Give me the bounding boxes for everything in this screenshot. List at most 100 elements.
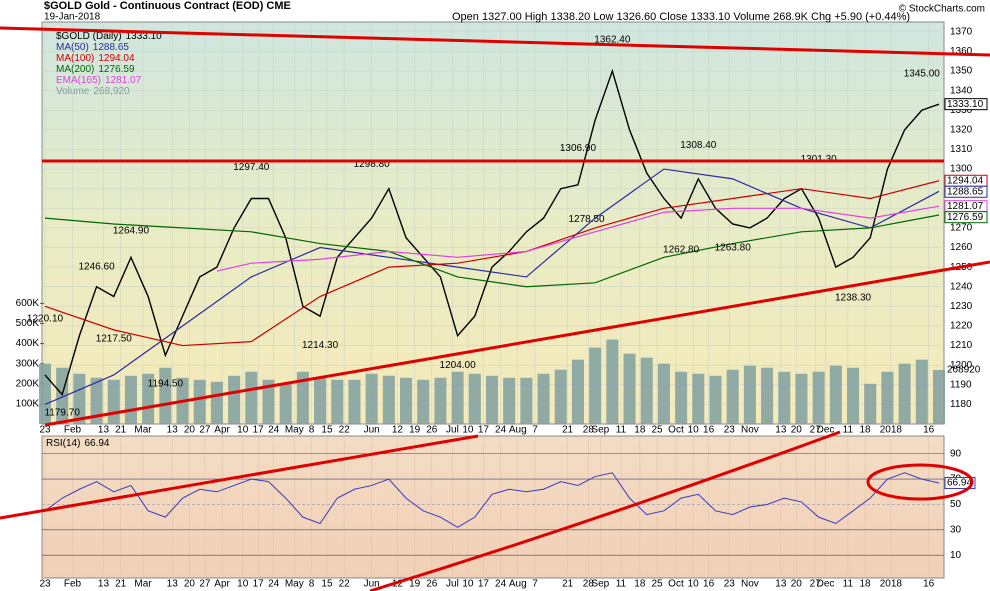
rsi-name: RSI(14)	[46, 438, 80, 449]
volume-bar	[382, 375, 395, 424]
volume-bar	[829, 365, 842, 424]
x-tick-label: 11	[616, 425, 627, 436]
x-tick-label: 11	[843, 425, 854, 436]
volume-bar	[124, 375, 137, 424]
volume-bar	[743, 365, 756, 424]
volume-bar	[589, 347, 602, 424]
x-tick-label: 21	[115, 425, 127, 436]
volume-bar	[400, 377, 413, 424]
x-tick-label: 27	[810, 425, 822, 436]
highlight-ellipse	[866, 463, 974, 501]
x-tick-label: Mar	[134, 425, 152, 436]
x-tick-label: Sep	[591, 579, 609, 590]
x-tick-label: 22	[339, 425, 351, 436]
x-tick-label: 23	[39, 425, 51, 436]
x-tick-label: 13	[775, 425, 787, 436]
volume-tick-label: 500K	[16, 318, 40, 329]
last-value-label: 1281.07	[947, 201, 984, 212]
y-tick-label: 1350	[950, 66, 973, 77]
rsi-tick-label: 10	[950, 550, 962, 561]
volume-bar	[881, 371, 894, 424]
x-tick-label: 27	[199, 425, 211, 436]
volume-tick-label: 100K	[16, 399, 40, 410]
legend-value: 1276.59	[98, 64, 135, 75]
x-tick-label: 24	[495, 579, 507, 590]
volume-bar	[812, 371, 825, 424]
rsi-panel	[41, 435, 945, 579]
y-tick-label: 1180	[950, 399, 972, 410]
last-value-box	[944, 98, 988, 111]
x-tick-label: 23	[39, 579, 51, 590]
volume-bar	[56, 367, 69, 424]
volume-bar	[365, 373, 378, 424]
trendline	[369, 430, 841, 591]
rsi-last-label: 66.94	[947, 478, 972, 489]
price-annotation: 1278.50	[568, 214, 605, 225]
legend-value: 1294.04	[98, 53, 135, 64]
y-tick-label: 1260	[950, 242, 973, 253]
x-tick-label: 26	[426, 579, 438, 590]
y-tick-label: 1230	[950, 301, 973, 312]
x-tick-label: 10	[688, 425, 700, 436]
x-tick-label: 17	[478, 425, 490, 436]
y-tick-label: 1340	[950, 85, 973, 96]
volume-bar	[520, 377, 533, 424]
x-tick-label: 17	[253, 425, 265, 436]
x-tick-label: 24	[268, 425, 280, 436]
legend-value: 1281.07	[105, 75, 142, 86]
last-value-label: 1333.10	[947, 99, 984, 110]
x-tick-label: 25	[651, 425, 663, 436]
volume-tick-label: 600K	[16, 298, 40, 309]
price-annotation: 1246.60	[78, 261, 115, 272]
x-tick-label: 15	[321, 579, 333, 590]
last-value-box	[944, 476, 976, 489]
y-tick-label: 1330	[950, 105, 973, 116]
volume-bar	[761, 367, 774, 424]
x-tick-label: Dec	[817, 425, 835, 436]
rsi-value: 66.94	[84, 438, 109, 449]
x-tick-label: 17	[478, 579, 490, 590]
x-tick-label: 8	[309, 579, 315, 590]
x-tick-label: 8	[309, 425, 315, 436]
x-tick-label: Aug	[509, 579, 527, 590]
price-annotation: 1262.80	[663, 245, 700, 256]
x-tick-label: 2018	[880, 425, 903, 436]
x-tick-label: Jun	[364, 579, 380, 590]
x-tick-label: Apr	[214, 579, 230, 590]
legend-name: EMA(165)	[56, 75, 101, 86]
x-tick-label: 16	[703, 579, 715, 590]
legend-entry: EMA(165) 1281.07	[56, 75, 142, 86]
volume-bar	[210, 381, 223, 424]
volume-bar	[193, 379, 206, 424]
x-tick-label: 18	[860, 579, 872, 590]
quote: Open 1327.00 High 1338.20 Low 1326.60 Cl…	[452, 11, 910, 23]
price-annotation: 1217.50	[96, 333, 133, 344]
volume-bar	[417, 379, 430, 424]
legend-name: $GOLD (Daily)	[56, 31, 122, 42]
volume-last-label: 268920	[947, 365, 981, 376]
x-tick-label: 21	[562, 579, 574, 590]
x-tick-label: Nov	[741, 579, 759, 590]
volume-bar	[245, 371, 258, 424]
volume-tick-label: 200K	[16, 378, 40, 389]
x-tick-label: 27	[199, 579, 211, 590]
y-tick-label: 1320	[950, 124, 973, 135]
x-tick-label: 20	[184, 579, 196, 590]
x-tick-label: 21	[562, 425, 574, 436]
volume-bar	[434, 377, 447, 424]
y-tick-label: 1220	[950, 321, 973, 332]
price-annotation: 1345.00	[904, 68, 941, 79]
x-tick-label: 11	[616, 579, 627, 590]
rsi-line	[44, 472, 940, 528]
x-tick-label: Apr	[214, 425, 230, 436]
volume-bar	[314, 377, 327, 424]
series-line	[216, 205, 940, 272]
legend-name: MA(200)	[56, 64, 94, 75]
x-tick-label: 12	[392, 579, 404, 590]
x-tick-label: 23	[724, 579, 736, 590]
x-tick-label: May	[285, 579, 304, 590]
plot: 1180119012001210122012301240125012601270…	[16, 22, 988, 590]
last-value-label: 1294.04	[947, 175, 984, 186]
volume-bar	[915, 359, 928, 424]
